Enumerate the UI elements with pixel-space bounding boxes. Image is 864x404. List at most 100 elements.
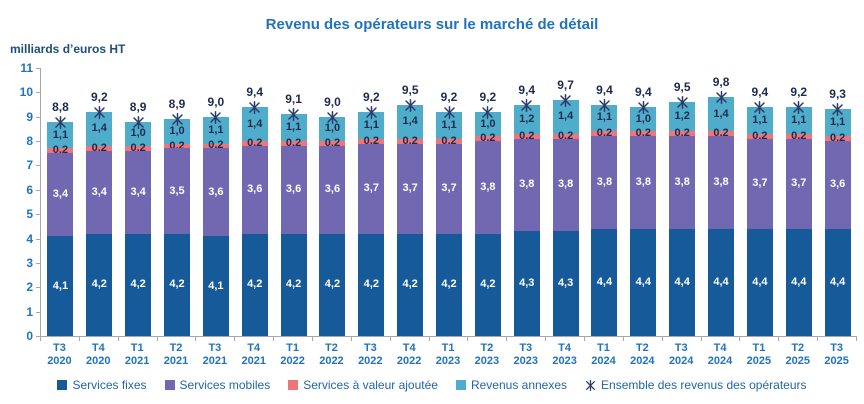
stacked-bar: 1,1 0,2 3,7 4,4 (785, 107, 812, 336)
bar-group-t2-2024: 9,4 1,0 0,2 3,8 4,4 (624, 68, 663, 336)
total-x-marker-icon (288, 108, 299, 122)
bar-segment-services-fixes: 4,2 (280, 233, 307, 336)
y-tick-mark (36, 92, 41, 94)
x-axis-label: T4 2021 (241, 342, 266, 367)
bar-group-t1-2024: 9,4 1,1 0,2 3,8 4,4 (585, 68, 624, 336)
stacked-bar: 1,1 0,2 3,7 4,2 (358, 111, 385, 336)
x-tick-mark (778, 337, 780, 341)
y-tick-mark (36, 214, 41, 216)
bar-segment-services-fixes: 4,1 (202, 236, 229, 336)
legend-swatch-icon (164, 380, 175, 390)
legend-item-services-fixes: Services fixes (57, 378, 147, 392)
total-x-marker-icon (404, 98, 416, 112)
chart-title: Revenu des opérateurs sur le marché de d… (265, 16, 599, 33)
total-label: 9,5 (673, 80, 691, 95)
total-label: 8,9 (168, 97, 186, 112)
total-label: 9,2 (479, 89, 497, 104)
bar-segment-services-a-valeur-ajoutee: 0,2 (785, 130, 812, 141)
total-label: 9,2 (440, 89, 458, 104)
bar-segment-services-a-valeur-ajoutee: 0,2 (708, 128, 735, 139)
legend-item-ensemble-des-revenus: Ensemble des revenus des opérateurs (585, 378, 807, 392)
total-x-marker-icon (366, 105, 377, 119)
x-axis-label: T1 2025 (746, 342, 772, 367)
bar-group-t1-2023: 9,2 1,1 0,2 3,7 4,2 (430, 68, 469, 336)
total-x-marker-icon (327, 110, 338, 124)
bar-segment-services-fixes: 4,4 (708, 228, 735, 336)
total-label: 9,0 (324, 94, 341, 109)
total-x-marker-icon (599, 98, 610, 112)
y-axis-title: milliards d’euros HT (10, 42, 126, 56)
bar-segment-services-mobiles: 3,6 (202, 148, 229, 237)
y-tick-label: 4 (26, 231, 33, 246)
total-x-marker-icon (832, 103, 843, 117)
x-tick-mark (389, 337, 391, 341)
total-x-marker-icon (55, 115, 66, 129)
stacked-bar: 1,0 0,2 3,4 4,2 (125, 121, 152, 336)
stacked-bar: 1,4 0,2 3,4 4,2 (86, 111, 113, 336)
bar-segment-services-fixes: 4,2 (241, 233, 268, 336)
x-tick-mark (117, 337, 119, 341)
x-tick-mark (506, 337, 508, 341)
stacked-bar: 1,0 0,2 3,8 4,2 (474, 111, 501, 336)
y-tick-mark (36, 287, 41, 289)
legend-swatch-icon (455, 380, 466, 390)
stacked-bar: 1,4 0,2 3,7 4,2 (397, 104, 424, 336)
bar-segment-services-fixes: 4,2 (358, 233, 385, 336)
total-label: 9,4 (596, 82, 613, 97)
total-label: 9,1 (285, 92, 302, 107)
x-tick-mark (312, 337, 313, 341)
bar-segment-services-fixes: 4,4 (785, 228, 812, 336)
bar-segment-services-mobiles: 3,7 (397, 143, 424, 234)
bar-group-t4-2021: 9,4 1,4 0,2 3,6 4,2 (235, 68, 274, 336)
x-tick-mark (739, 337, 741, 341)
bar-segment-services-mobiles: 3,6 (241, 145, 268, 234)
bar-group-t2-2022: 9,0 1,0 0,2 3,6 4,2 (313, 68, 352, 336)
y-tick-mark (36, 336, 41, 337)
y-tick-label: 7 (26, 158, 33, 173)
stacked-bar: 1,1 0,2 3,4 4,1 (47, 121, 74, 336)
x-axis-label: T3 2020 (47, 342, 72, 367)
x-axis-label: T3 2025 (824, 342, 849, 367)
bar-segment-services-fixes: 4,4 (669, 228, 696, 336)
bar-group-t1-2025: 9,4 1,1 0,2 3,7 4,4 (740, 68, 779, 336)
bar-segment-services-mobiles: 3,8 (630, 136, 657, 229)
bar-segment-services-a-valeur-ajoutee: 0,2 (436, 135, 463, 146)
bar-segment-services-mobiles: 3,4 (47, 153, 74, 237)
legend-swatch-icon (288, 380, 299, 390)
y-tick-mark (36, 262, 41, 264)
bar-segment-services-a-valeur-ajoutee: 0,2 (358, 135, 385, 146)
bar-segment-services-a-valeur-ajoutee: 0,2 (669, 128, 696, 139)
x-tick-mark (545, 337, 547, 341)
x-tick-mark (156, 337, 158, 341)
total-label: 9,4 (751, 85, 769, 100)
bar-group-t3-2025: 9,3 1,1 0,2 3,6 4,4 (818, 68, 857, 336)
total-x-marker-icon (754, 101, 766, 114)
bar-segment-services-a-valeur-ajoutee: 0,2 (86, 143, 113, 153)
bar-segment-services-a-valeur-ajoutee: 0,2 (397, 135, 424, 146)
stacked-bar: 1,1 0,2 3,7 4,4 (746, 107, 773, 336)
legend-label: Services mobiles (179, 378, 271, 392)
stacked-bar: 1,1 0,2 3,6 4,2 (280, 114, 307, 336)
total-x-marker-icon (715, 91, 727, 105)
x-axis-label: T3 2022 (358, 342, 383, 367)
x-tick-mark (467, 337, 469, 341)
bar-segment-services-mobiles: 3,7 (358, 143, 385, 234)
y-tick-mark (36, 165, 41, 167)
y-tick-label: 1 (26, 304, 33, 319)
bar-segment-services-a-valeur-ajoutee: 0,2 (746, 130, 773, 141)
x-tick-mark (234, 337, 236, 341)
stacked-bar: 1,1 0,2 3,6 4,4 (824, 109, 851, 336)
bar-group-t3-2021: 9,0 1,1 0,2 3,6 4,1 (196, 68, 235, 336)
bar-segment-services-a-valeur-ajoutee: 0,2 (591, 128, 618, 139)
bar-segment-services-fixes: 4,4 (591, 228, 618, 336)
total-x-marker-icon (482, 105, 494, 119)
x-tick-mark (40, 337, 41, 341)
bar-group-t4-2020: 9,2 1,4 0,2 3,4 4,2 (80, 68, 119, 336)
y-tick-label: 10 (19, 85, 33, 100)
bar-segment-services-fixes: 4,2 (436, 233, 463, 336)
y-tick-label: 8 (26, 134, 33, 149)
total-x-marker-icon (94, 105, 105, 119)
x-axis-label: T2 2022 (319, 342, 344, 367)
bar-segment-services-fixes: 4,4 (630, 228, 657, 336)
total-label: 9,5 (401, 82, 419, 97)
